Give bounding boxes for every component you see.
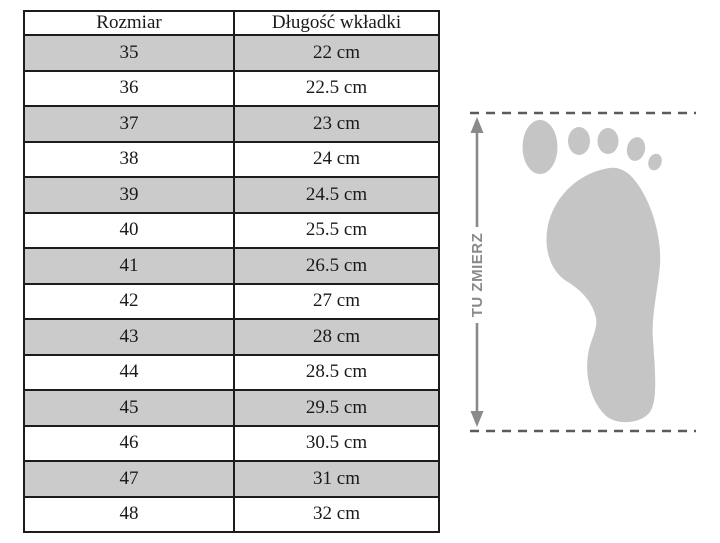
size-cell: 43: [23, 318, 235, 356]
size-cell: 36: [23, 69, 235, 107]
table-header-row: Rozmiar Długość wkładki: [23, 10, 440, 36]
length-cell: 28 cm: [233, 318, 440, 356]
size-cell: 40: [23, 211, 235, 249]
length-cell: 25.5 cm: [233, 211, 440, 249]
size-cell: 42: [23, 282, 235, 320]
length-cell: 24 cm: [233, 140, 440, 178]
length-column-header: Długość wkładki: [233, 10, 440, 36]
table-row: 41 26.5 cm: [23, 247, 440, 285]
table-row: 44 28.5 cm: [23, 353, 440, 391]
size-cell: 48: [23, 495, 235, 533]
table-row: 38 24 cm: [23, 140, 440, 178]
length-cell: 23 cm: [233, 105, 440, 143]
table-row: 35 22 cm: [23, 34, 440, 72]
length-cell: 26.5 cm: [233, 247, 440, 285]
footprint-icon: [522, 120, 662, 423]
table-row: 46 30.5 cm: [23, 424, 440, 462]
size-cell: 44: [23, 353, 235, 391]
table-row: 37 23 cm: [23, 105, 440, 143]
size-cell: 45: [23, 389, 235, 427]
size-cell: 35: [23, 34, 235, 72]
size-cell: 39: [23, 176, 235, 214]
table-row: 39 24.5 cm: [23, 176, 440, 214]
size-cell: 37: [23, 105, 235, 143]
length-cell: 29.5 cm: [233, 389, 440, 427]
size-cell: 46: [23, 424, 235, 462]
table-row: 40 25.5 cm: [23, 211, 440, 249]
length-cell: 24.5 cm: [233, 176, 440, 214]
table-row: 45 29.5 cm: [23, 389, 440, 427]
length-cell: 32 cm: [233, 495, 440, 533]
table-row: 42 27 cm: [23, 282, 440, 320]
measure-here-label: TU ZMIERZ: [469, 233, 486, 318]
size-cell: 41: [23, 247, 235, 285]
size-chart-table: Rozmiar Długość wkładki 35 22 cm 36 22.5 c…: [23, 10, 440, 533]
length-cell: 30.5 cm: [233, 424, 440, 462]
size-cell: 47: [23, 460, 235, 498]
size-cell: 38: [23, 140, 235, 178]
length-cell: 22.5 cm: [233, 69, 440, 107]
table-row: 43 28 cm: [23, 318, 440, 356]
size-column-header: Rozmiar: [23, 10, 235, 36]
length-cell: 27 cm: [233, 282, 440, 320]
table-row: 48 32 cm: [23, 495, 440, 533]
foot-measure-graphic: TU ZMIERZ: [469, 111, 696, 433]
measure-arrow-icon: [470, 117, 484, 427]
length-cell: 22 cm: [233, 34, 440, 72]
table-row: 36 22.5 cm: [23, 69, 440, 107]
length-cell: 28.5 cm: [233, 353, 440, 391]
table-row: 47 31 cm: [23, 460, 440, 498]
length-cell: 31 cm: [233, 460, 440, 498]
